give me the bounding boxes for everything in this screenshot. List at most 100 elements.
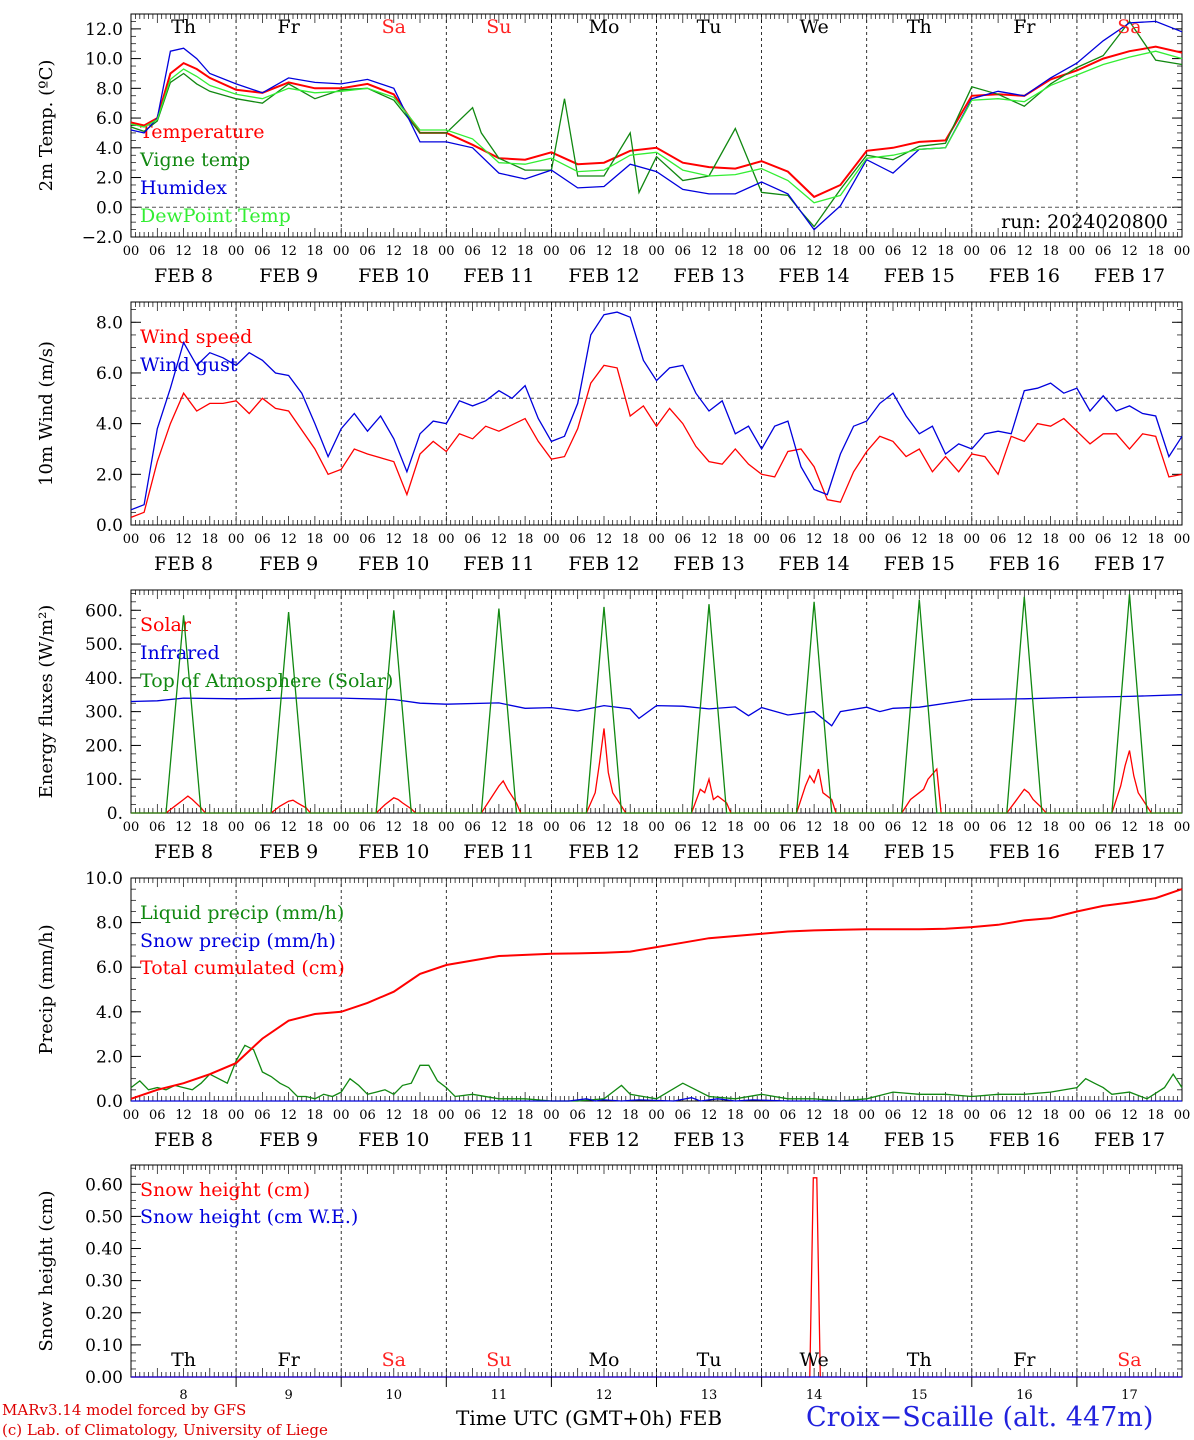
hour-label: 18 xyxy=(937,244,954,259)
legend-entry: Wind gust xyxy=(140,354,238,376)
date-tick-label: 16 xyxy=(1016,1388,1033,1403)
y-tick-label: 0.60 xyxy=(85,1175,123,1195)
hour-label: 06 xyxy=(885,820,902,835)
hour-label: 12 xyxy=(1016,532,1033,547)
x-ticks xyxy=(130,590,1183,813)
x-ticks xyxy=(130,302,1183,525)
date-label: FEB 8 xyxy=(154,841,213,863)
series-line xyxy=(131,1097,1182,1102)
day-label: Th xyxy=(907,16,932,38)
hour-label: 00 xyxy=(123,820,140,835)
panel-1: −2.0 0.0 2.0 4.0 6.0 8.0 10.0 12.0 2m Temp. (ºC)… xyxy=(36,13,1190,287)
hour-label: 12 xyxy=(280,244,297,259)
hour-label: 00 xyxy=(1174,820,1191,835)
hour-label: 12 xyxy=(385,820,402,835)
hour-label: 06 xyxy=(780,244,797,259)
y-tick-label: 300. xyxy=(85,703,123,723)
hour-label: 18 xyxy=(412,244,429,259)
hour-label: 06 xyxy=(254,820,271,835)
hour-label: 06 xyxy=(254,1108,271,1123)
date-label: FEB 11 xyxy=(463,265,534,287)
day-label: Mo xyxy=(588,16,619,38)
hour-label: 06 xyxy=(1095,1108,1112,1123)
day-label: Su xyxy=(486,16,511,38)
hour-label: 18 xyxy=(727,244,744,259)
y-axis-label: Snow height (cm) xyxy=(36,1190,57,1351)
series-line xyxy=(130,888,1183,1100)
y-tick-label: 8.0 xyxy=(96,313,123,333)
hour-label: 18 xyxy=(1147,244,1164,259)
hour-label: 18 xyxy=(1042,532,1059,547)
date-label: FEB 14 xyxy=(779,1129,850,1151)
date-label: FEB 10 xyxy=(358,265,429,287)
legend-entry: Snow height (cm W.E.) xyxy=(140,1206,358,1228)
y-tick-label: 4.0 xyxy=(96,415,123,435)
date-tick-label: 17 xyxy=(1121,1388,1138,1403)
hour-label: 12 xyxy=(596,1108,613,1123)
legend-entry: Top of Atmosphere (Solar) xyxy=(140,670,393,692)
hour-label: 18 xyxy=(1147,532,1164,547)
day-label: Sa xyxy=(1117,16,1141,38)
date-tick-label: 11 xyxy=(491,1388,508,1403)
hour-label: 00 xyxy=(123,244,140,259)
hour-label: 06 xyxy=(569,244,586,259)
hour-label: 18 xyxy=(622,244,639,259)
date-tick-label: 13 xyxy=(701,1388,718,1403)
date-label: FEB 13 xyxy=(673,841,744,863)
hour-label: 06 xyxy=(359,1108,376,1123)
y-tick-label: 200. xyxy=(85,736,123,756)
y-tick-label: 0.10 xyxy=(85,1336,123,1356)
y-tick-label: 0.30 xyxy=(85,1272,123,1292)
date-label: FEB 17 xyxy=(1094,841,1165,863)
hour-label: 18 xyxy=(202,244,219,259)
hour-label: 12 xyxy=(175,532,192,547)
date-label: FEB 15 xyxy=(884,1129,955,1151)
series-line xyxy=(130,311,1183,511)
hour-label: 18 xyxy=(307,820,324,835)
date-label: FEB 15 xyxy=(884,553,955,575)
legend-entry: Humidex xyxy=(140,177,227,199)
date-tick-label: 15 xyxy=(911,1388,928,1403)
date-label: FEB 15 xyxy=(884,265,955,287)
hour-label: 18 xyxy=(517,820,534,835)
date-label: FEB 10 xyxy=(358,1129,429,1151)
legend-entry: Solar xyxy=(140,614,192,636)
hour-label: 00 xyxy=(438,532,455,547)
hour-label: 00 xyxy=(858,532,875,547)
hour-label: 00 xyxy=(1069,244,1086,259)
hour-label: 12 xyxy=(701,820,718,835)
hour-label: 06 xyxy=(780,532,797,547)
date-label: FEB 12 xyxy=(568,841,639,863)
hour-label: 06 xyxy=(1095,244,1112,259)
hour-label: 18 xyxy=(937,820,954,835)
hour-label: 12 xyxy=(701,532,718,547)
day-label: Sa xyxy=(382,16,406,38)
hour-label: 00 xyxy=(123,1108,140,1123)
y-tick-label: 0.40 xyxy=(85,1240,123,1260)
hour-label: 00 xyxy=(648,1108,665,1123)
y-tick-label: 4.0 xyxy=(96,1003,123,1023)
hour-label: 18 xyxy=(517,1108,534,1123)
date-label: FEB 9 xyxy=(259,553,318,575)
y-tick-label: 0.00 xyxy=(85,1368,123,1388)
hour-label: 06 xyxy=(359,532,376,547)
hour-label: 06 xyxy=(149,820,166,835)
y-tick-label: 600. xyxy=(85,601,123,621)
hour-label: 18 xyxy=(832,532,849,547)
hour-label: 18 xyxy=(832,244,849,259)
hour-label: 00 xyxy=(648,244,665,259)
series-line xyxy=(130,20,1183,231)
y-axis-label: Precip (mm/h) xyxy=(36,924,57,1054)
x-ticks xyxy=(130,1165,1183,1377)
hour-label: 18 xyxy=(412,1108,429,1123)
plot-frame xyxy=(130,301,1183,526)
date-label: FEB 12 xyxy=(568,1129,639,1151)
legend-entry: Snow precip (mm/h) xyxy=(140,930,336,952)
y-tick-label: 0. xyxy=(107,804,123,824)
hour-label: 12 xyxy=(280,820,297,835)
plot-frame xyxy=(130,589,1183,814)
date-label: FEB 9 xyxy=(259,841,318,863)
hour-label: 00 xyxy=(438,1108,455,1123)
x-ticks xyxy=(130,14,1183,237)
